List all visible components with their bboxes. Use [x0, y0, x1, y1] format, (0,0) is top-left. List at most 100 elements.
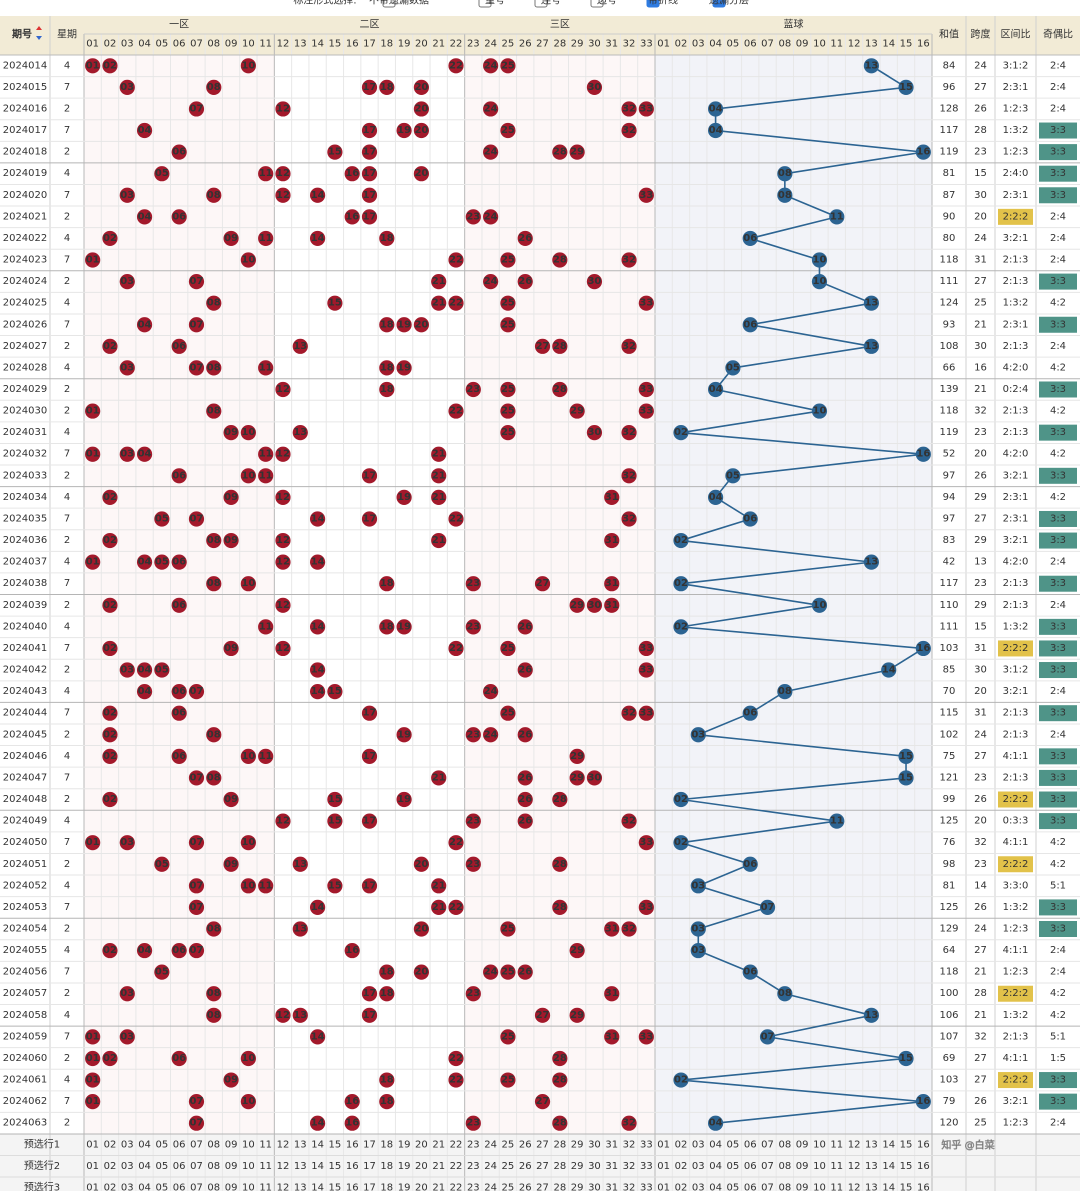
- preselect-blue[interactable]: 12: [848, 1182, 861, 1193]
- preselect-red[interactable]: 27: [536, 1139, 549, 1150]
- filter-option[interactable]: 不带遗漏数据: [369, 0, 429, 7]
- preselect-red[interactable]: 01: [86, 1139, 99, 1150]
- preselect-red[interactable]: 23: [467, 1182, 480, 1193]
- preselect-red[interactable]: 03: [121, 1161, 134, 1172]
- preselect-blue[interactable]: 01: [657, 1161, 670, 1172]
- preselect-red[interactable]: 32: [623, 1139, 636, 1150]
- preselect-red[interactable]: 02: [104, 1139, 117, 1150]
- preselect-red[interactable]: 02: [104, 1161, 117, 1172]
- preselect-red[interactable]: 09: [225, 1161, 238, 1172]
- preselect-red[interactable]: 01: [86, 1182, 99, 1193]
- preselect-blue[interactable]: 08: [778, 1182, 791, 1193]
- preselect-red[interactable]: 10: [242, 1161, 255, 1172]
- preselect-red[interactable]: 28: [553, 1139, 566, 1150]
- preselect-red[interactable]: 29: [571, 1182, 584, 1193]
- preselect-red[interactable]: 29: [571, 1139, 584, 1150]
- preselect-red[interactable]: 20: [415, 1161, 428, 1172]
- preselect-red[interactable]: 18: [380, 1139, 393, 1150]
- preselect-blue[interactable]: 12: [848, 1161, 861, 1172]
- preselect-red[interactable]: 25: [502, 1139, 515, 1150]
- preselect-red[interactable]: 32: [623, 1161, 636, 1172]
- preselect-red[interactable]: 31: [605, 1161, 618, 1172]
- preselect-red[interactable]: 11: [259, 1182, 272, 1193]
- preselect-red[interactable]: 22: [450, 1139, 463, 1150]
- preselect-blue[interactable]: 08: [778, 1139, 791, 1150]
- preselect-red[interactable]: 22: [450, 1182, 463, 1193]
- preselect-blue[interactable]: 10: [813, 1182, 826, 1193]
- preselect-red[interactable]: 08: [207, 1139, 220, 1150]
- preselect-red[interactable]: 29: [571, 1161, 584, 1172]
- preselect-blue[interactable]: 06: [744, 1182, 757, 1193]
- preselect-red[interactable]: 26: [519, 1182, 532, 1193]
- preselect-red[interactable]: 11: [259, 1161, 272, 1172]
- preselect-red[interactable]: 13: [294, 1139, 307, 1150]
- preselect-red[interactable]: 12: [277, 1139, 290, 1150]
- preselect-red[interactable]: 07: [190, 1161, 203, 1172]
- preselect-red[interactable]: 33: [640, 1139, 653, 1150]
- preselect-blue[interactable]: 07: [761, 1139, 774, 1150]
- preselect-blue[interactable]: 02: [675, 1182, 688, 1193]
- preselect-blue[interactable]: 11: [830, 1139, 843, 1150]
- preselect-blue[interactable]: 03: [692, 1182, 705, 1193]
- filter-option[interactable]: 带折线: [648, 0, 678, 7]
- preselect-red[interactable]: 16: [346, 1139, 359, 1150]
- preselect-red[interactable]: 25: [502, 1182, 515, 1193]
- preselect-red[interactable]: 11: [259, 1139, 272, 1150]
- preselect-blue[interactable]: 05: [727, 1161, 740, 1172]
- preselect-blue[interactable]: 01: [657, 1139, 670, 1150]
- preselect-red[interactable]: 17: [363, 1161, 376, 1172]
- preselect-red[interactable]: 30: [588, 1161, 601, 1172]
- preselect-blue[interactable]: 03: [692, 1161, 705, 1172]
- preselect-red[interactable]: 05: [155, 1161, 168, 1172]
- preselect-red[interactable]: 16: [346, 1182, 359, 1193]
- preselect-red[interactable]: 18: [380, 1182, 393, 1193]
- preselect-red[interactable]: 33: [640, 1182, 653, 1193]
- preselect-red[interactable]: 13: [294, 1182, 307, 1193]
- preselect-red[interactable]: 16: [346, 1161, 359, 1172]
- preselect-blue[interactable]: 08: [778, 1161, 791, 1172]
- preselect-red[interactable]: 12: [277, 1161, 290, 1172]
- filter-option[interactable]: 连号: [541, 0, 561, 7]
- preselect-red[interactable]: 04: [138, 1182, 151, 1193]
- preselect-blue[interactable]: 16: [917, 1161, 930, 1172]
- preselect-red[interactable]: 10: [242, 1139, 255, 1150]
- preselect-red[interactable]: 20: [415, 1139, 428, 1150]
- preselect-red[interactable]: 13: [294, 1161, 307, 1172]
- preselect-red[interactable]: 10: [242, 1182, 255, 1193]
- preselect-blue[interactable]: 10: [813, 1161, 826, 1172]
- checkbox[interactable]: [534, 0, 548, 8]
- preselect-red[interactable]: 21: [432, 1182, 445, 1193]
- preselect-red[interactable]: 22: [450, 1161, 463, 1172]
- preselect-blue[interactable]: 13: [865, 1139, 878, 1150]
- preselect-red[interactable]: 08: [207, 1182, 220, 1193]
- preselect-red[interactable]: 15: [329, 1139, 342, 1150]
- preselect-blue[interactable]: 04: [709, 1161, 722, 1172]
- preselect-red[interactable]: 01: [86, 1161, 99, 1172]
- preselect-red[interactable]: 17: [363, 1182, 376, 1193]
- preselect-red[interactable]: 24: [484, 1139, 497, 1150]
- preselect-red[interactable]: 19: [398, 1182, 411, 1193]
- preselect-blue[interactable]: 09: [796, 1139, 809, 1150]
- preselect-red[interactable]: 12: [277, 1182, 290, 1193]
- preselect-red[interactable]: 26: [519, 1139, 532, 1150]
- preselect-red[interactable]: 32: [623, 1182, 636, 1193]
- preselect-red[interactable]: 14: [311, 1139, 324, 1150]
- preselect-red[interactable]: 08: [207, 1161, 220, 1172]
- preselect-red[interactable]: 28: [553, 1161, 566, 1172]
- preselect-red[interactable]: 31: [605, 1182, 618, 1193]
- preselect-red[interactable]: 28: [553, 1182, 566, 1193]
- preselect-red[interactable]: 05: [155, 1139, 168, 1150]
- preselect-red[interactable]: 03: [121, 1139, 134, 1150]
- preselect-blue[interactable]: 10: [813, 1139, 826, 1150]
- preselect-red[interactable]: 24: [484, 1182, 497, 1193]
- preselect-red[interactable]: 04: [138, 1139, 151, 1150]
- preselect-red[interactable]: 19: [398, 1161, 411, 1172]
- preselect-red[interactable]: 26: [519, 1161, 532, 1172]
- preselect-red[interactable]: 18: [380, 1161, 393, 1172]
- preselect-blue[interactable]: 07: [761, 1161, 774, 1172]
- preselect-blue[interactable]: 14: [882, 1139, 895, 1150]
- preselect-blue[interactable]: 15: [900, 1161, 913, 1172]
- preselect-red[interactable]: 14: [311, 1161, 324, 1172]
- preselect-blue[interactable]: 14: [882, 1161, 895, 1172]
- checkbox[interactable]: [712, 0, 726, 8]
